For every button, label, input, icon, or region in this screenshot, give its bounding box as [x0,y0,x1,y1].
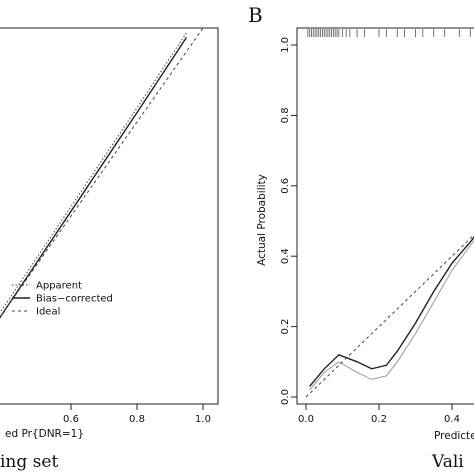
panel-b-y-tick-label: 0.8 [280,107,291,123]
panel-b-x-tick-label: 0.2 [371,414,387,425]
panel-b-y-tick-label: 0.0 [280,389,291,405]
panel-a-training: 0.6 0.8 1.0 Apparent Bias−corrected Ideal ed… [0,27,219,472]
panel-a-plot-frame [0,27,219,405]
panel-b-y-tick-label: 0.6 [280,178,291,194]
panel-b-validation: B 0.0 0.2 0.4 0.6 0.8 1.0 0.0 0.2 0.4 Actual Pr… [248,3,474,472]
panel-b-x-ticks: 0.0 0.2 0.4 [298,404,460,425]
panel-a-legend: Apparent Bias−corrected Ideal [12,281,113,318]
panel-b-y-tick-label: 0.4 [280,248,291,264]
panel-a-x-tick-label: 1.0 [195,414,211,425]
panel-b-y-ticks: 0.0 0.2 0.4 0.6 0.8 1.0 [280,37,297,405]
panel-a-legend-label: Apparent [36,281,82,292]
panel-b-x-tick-label: 0.4 [444,414,460,425]
panel-a-series-dotted [0,32,187,314]
panel-a-x-tick-label: 0.8 [129,414,145,425]
panel-b-x-axis-label: Predicte [434,430,474,442]
panel-b-y-tick-label: 1.0 [280,37,291,53]
panel-a-x-ticks: 0.6 0.8 1.0 [63,404,211,425]
panel-b-letter: B [248,3,263,27]
panel-b-rug [307,29,471,37]
panel-b-series-light [309,240,474,391]
panel-b-y-axis-label: Actual Probability [256,174,268,266]
panel-a-series [0,28,204,319]
panel-a-x-tick-label: 0.6 [63,414,79,425]
panel-b-y-tick-label: 0.2 [280,319,291,335]
panel-a-legend-label: Bias−corrected [36,294,113,305]
panel-a-series-solid [0,37,188,319]
panel-b-series-solid [309,236,474,387]
panel-b-series-dashed [305,234,474,398]
panel-a-legend-label: Ideal [36,307,60,318]
panel-b-x-tick-label: 0.0 [298,414,314,425]
panel-a-caption: ing set [0,452,58,472]
panel-b-series [305,234,474,398]
panel-b-plot-frame [296,27,474,405]
panel-b-caption: Vali [431,452,464,472]
panel-a-x-axis-label: ed Pr{DNR=1} [5,428,84,440]
panel-a-series-dashed [0,28,204,318]
